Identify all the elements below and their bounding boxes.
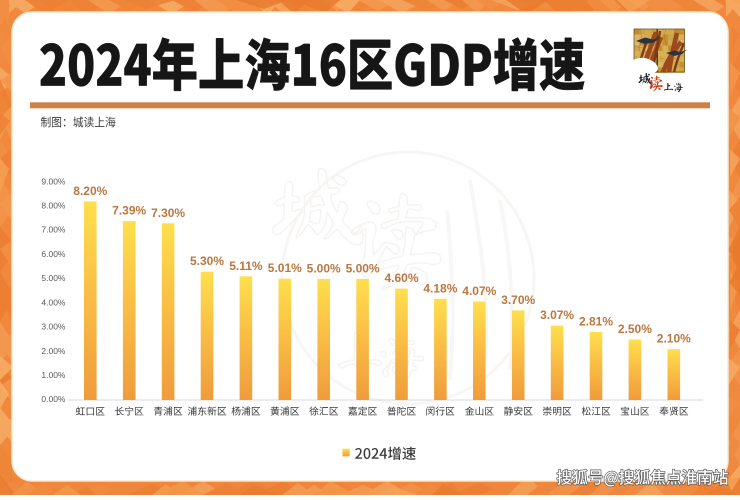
svg-text:8.00%: 8.00% bbox=[41, 201, 66, 211]
svg-text:5.30%: 5.30% bbox=[190, 254, 224, 268]
svg-text:5.01%: 5.01% bbox=[268, 261, 302, 275]
svg-text:1.00%: 1.00% bbox=[41, 370, 66, 380]
svg-text:6.00%: 6.00% bbox=[41, 249, 66, 259]
svg-text:4.00%: 4.00% bbox=[41, 297, 66, 307]
svg-text:3.70%: 3.70% bbox=[501, 293, 535, 307]
svg-text:7.39%: 7.39% bbox=[112, 204, 146, 218]
svg-text:7.30%: 7.30% bbox=[151, 206, 185, 220]
svg-text:9.00%: 9.00% bbox=[41, 176, 66, 186]
svg-text:4.18%: 4.18% bbox=[423, 281, 457, 295]
svg-text:5.00%: 5.00% bbox=[41, 273, 66, 283]
svg-text:2.00%: 2.00% bbox=[41, 346, 66, 356]
svg-text:0.00%: 0.00% bbox=[41, 394, 66, 404]
svg-text:3.07%: 3.07% bbox=[540, 308, 574, 322]
svg-text:2.10%: 2.10% bbox=[657, 332, 691, 346]
svg-text:4.60%: 4.60% bbox=[384, 271, 418, 285]
svg-text:5.00%: 5.00% bbox=[346, 261, 380, 275]
svg-text:8.20%: 8.20% bbox=[73, 184, 107, 198]
svg-text:3.00%: 3.00% bbox=[41, 322, 66, 332]
svg-text:2.81%: 2.81% bbox=[579, 315, 613, 329]
svg-text:5.11%: 5.11% bbox=[229, 259, 263, 273]
svg-text:5.00%: 5.00% bbox=[307, 261, 341, 275]
svg-text:4.07%: 4.07% bbox=[462, 284, 496, 298]
svg-text:7.00%: 7.00% bbox=[41, 225, 66, 235]
svg-text:2.50%: 2.50% bbox=[618, 322, 652, 336]
